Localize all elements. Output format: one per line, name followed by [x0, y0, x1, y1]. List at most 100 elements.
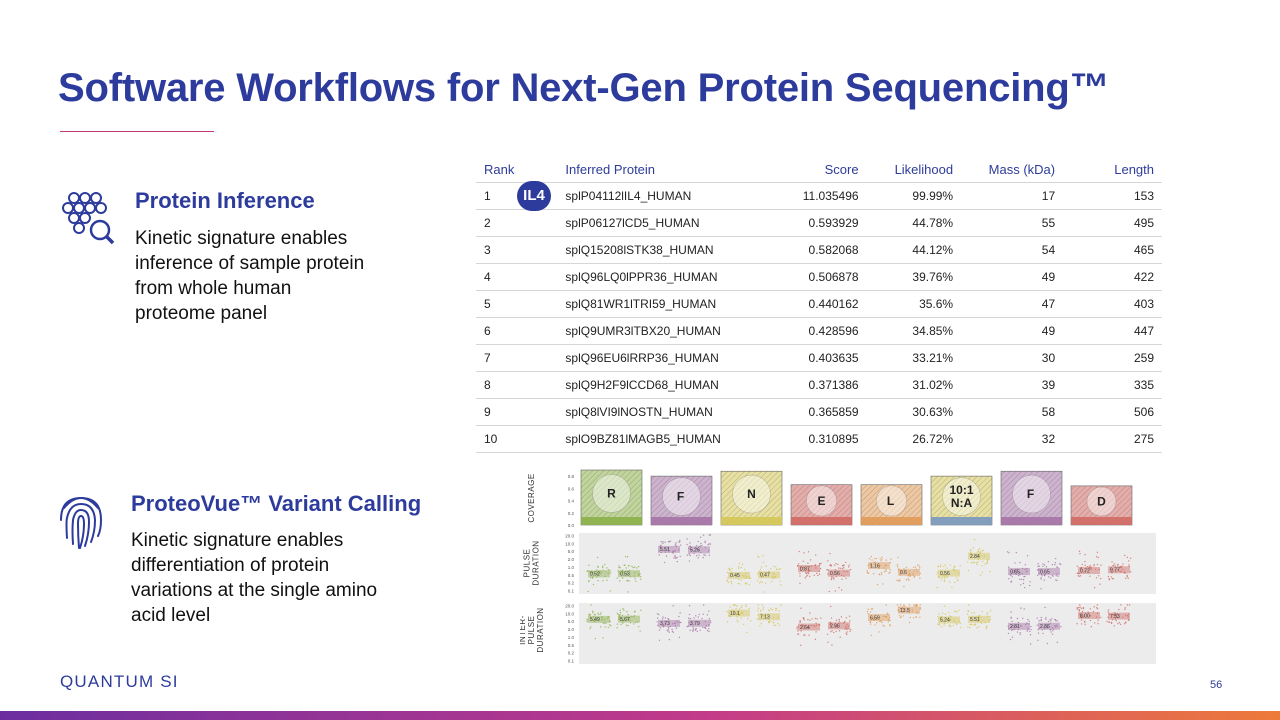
scatter-point	[810, 565, 812, 567]
scatter-point	[1108, 613, 1111, 615]
scatter-point	[942, 574, 944, 576]
scatter-point	[757, 607, 760, 609]
median-box	[968, 552, 990, 560]
scatter-point	[592, 583, 595, 586]
scatter-point	[662, 626, 664, 628]
scatter-point	[629, 622, 632, 624]
scatter-point	[845, 627, 847, 629]
scatter-point	[660, 544, 662, 547]
scatter-point	[688, 605, 691, 607]
duration-tick-label: 5.0	[568, 619, 575, 624]
scatter-point	[873, 617, 875, 619]
scatter-point	[1089, 564, 1092, 567]
median-label: 13.5	[900, 608, 910, 614]
scatter-point	[846, 631, 848, 633]
scatter-point	[639, 630, 641, 632]
scatter-point	[840, 616, 843, 618]
scatter-point	[937, 616, 939, 618]
scatter-point	[949, 618, 952, 621]
scatter-point	[1127, 613, 1130, 616]
scatter-point	[680, 621, 682, 624]
scatter-point	[1021, 573, 1024, 575]
scatter-point	[937, 565, 939, 568]
scatter-point	[606, 567, 608, 569]
scatter-point	[760, 622, 762, 625]
scatter-point	[1096, 551, 1099, 554]
scatter-point	[1080, 623, 1083, 625]
scatter-point	[743, 575, 745, 578]
scatter-point	[897, 610, 900, 612]
scatter-point	[694, 547, 697, 549]
rank-cell: 5	[476, 290, 558, 318]
scatter-point	[831, 577, 833, 579]
scatter-point	[707, 544, 709, 546]
scatter-point	[1084, 560, 1086, 563]
median-box	[1038, 622, 1060, 630]
scatter-point	[621, 569, 624, 571]
scatter-point	[698, 613, 700, 616]
scatter-point	[616, 612, 619, 615]
scatter-point	[1043, 564, 1046, 566]
scatter-point	[944, 564, 946, 566]
scatter-point	[977, 550, 980, 553]
scatter-point	[686, 554, 689, 556]
scatter-point	[907, 578, 909, 580]
scatter-point	[635, 621, 637, 624]
scatter-point	[618, 618, 620, 620]
scatter-point	[867, 572, 870, 574]
scatter-point	[946, 567, 948, 569]
median-box	[1078, 567, 1100, 575]
scatter-point	[676, 561, 678, 563]
scatter-point	[1015, 551, 1018, 554]
scatter-point	[768, 570, 770, 572]
scatter-point	[885, 616, 888, 618]
scatter-point	[1025, 623, 1027, 626]
scatter-point	[912, 566, 915, 569]
median-label: 0.45	[730, 573, 740, 579]
scatter-point	[1014, 562, 1016, 564]
scatter-point	[1080, 566, 1083, 569]
scatter-point	[798, 550, 800, 553]
scatter-point	[1019, 578, 1021, 580]
scatter-point	[818, 570, 820, 573]
scatter-point	[1022, 578, 1025, 581]
scatter-point	[737, 582, 739, 585]
scatter-point	[901, 611, 904, 614]
scatter-point	[915, 616, 917, 618]
scatter-point	[700, 551, 702, 554]
rank-cell: 3	[476, 236, 558, 264]
scatter-point	[604, 619, 606, 621]
scatter-point	[834, 569, 837, 571]
scatter-point	[778, 610, 780, 612]
scatter-point	[978, 626, 980, 628]
scatter-point	[621, 577, 624, 579]
scatter-point	[626, 572, 628, 575]
scatter-point	[880, 560, 882, 562]
scatter-point	[897, 580, 900, 582]
scatter-point	[1042, 563, 1044, 565]
scatter-point	[744, 582, 747, 584]
scatter-point	[777, 616, 779, 619]
scatter-point	[597, 566, 599, 568]
scatter-point	[730, 581, 733, 583]
scatter-point	[915, 568, 918, 571]
scatter-point	[1041, 629, 1043, 631]
scatter-point	[727, 581, 729, 583]
col-mass: Mass (kDa)	[988, 161, 1056, 177]
scatter-point	[602, 618, 604, 620]
scatter-point	[868, 558, 871, 560]
scatter-point	[986, 613, 988, 615]
scatter-point	[1076, 565, 1079, 567]
likelihood-cell: 26.72%	[866, 425, 962, 453]
scatter-point	[1051, 633, 1054, 636]
scatter-point	[870, 555, 872, 558]
scatter-point	[675, 545, 677, 548]
scatter-point	[797, 565, 799, 567]
scatter-point	[589, 570, 591, 573]
scatter-point	[899, 615, 901, 617]
coverage-bar-outline	[1000, 470, 1063, 526]
scatter-point	[695, 554, 698, 557]
median-box	[938, 569, 960, 577]
residue-label: L	[887, 494, 894, 508]
scatter-point	[807, 551, 810, 553]
